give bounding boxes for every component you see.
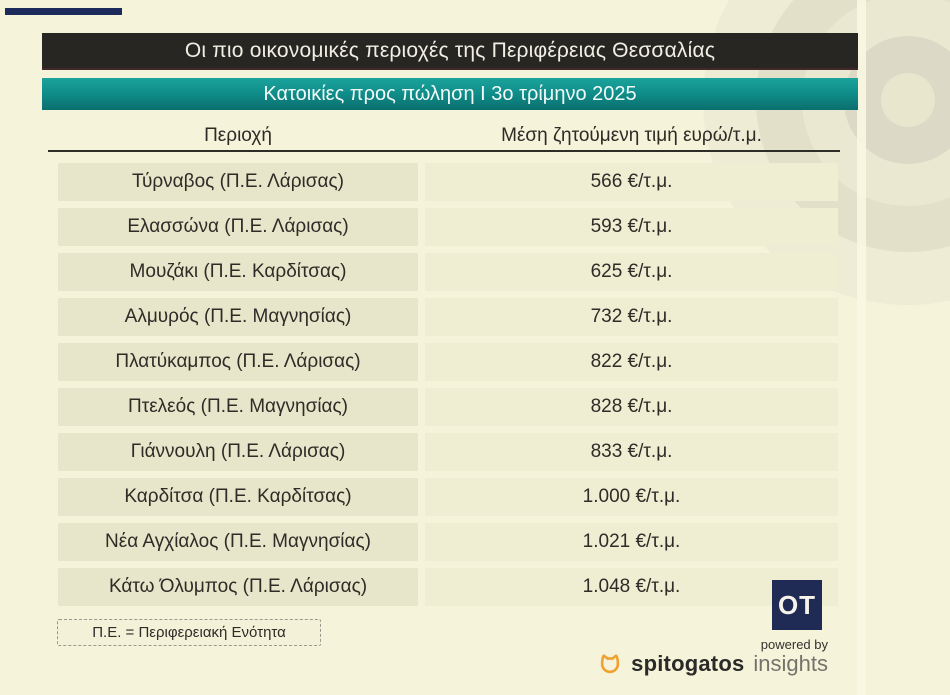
cat-icon: [600, 654, 620, 674]
table-row: Γιάννουλη (Π.Ε. Λάρισας) 833 €/τ.μ.: [58, 433, 838, 471]
spitogatos-insights-logo: spitogatos insights: [600, 651, 828, 677]
table-row: Ελασσώνα (Π.Ε. Λάρισας) 593 €/τ.μ.: [58, 208, 838, 246]
table-row: Μουζάκι (Π.Ε. Καρδίτσας) 625 €/τ.μ.: [58, 253, 838, 291]
table-row: Κάτω Όλυμπος (Π.Ε. Λάρισας) 1.048 €/τ.μ.: [58, 568, 838, 606]
ot-logo: OT: [772, 580, 822, 630]
table-row: Πλατύκαμπος (Π.Ε. Λάρισας) 822 €/τ.μ.: [58, 343, 838, 381]
area-cell: Αλμυρός (Π.Ε. Μαγνησίας): [58, 298, 418, 336]
price-cell: 828 €/τ.μ.: [425, 388, 838, 426]
price-cell: 1.000 €/τ.μ.: [425, 478, 838, 516]
area-cell: Κάτω Όλυμπος (Π.Ε. Λάρισας): [58, 568, 418, 606]
table-row: Νέα Αγχίαλος (Π.Ε. Μαγνησίας) 1.021 €/τ.…: [58, 523, 838, 561]
area-cell: Καρδίτσα (Π.Ε. Καρδίτσας): [58, 478, 418, 516]
price-cell: 566 €/τ.μ.: [425, 163, 838, 201]
table-row: Αλμυρός (Π.Ε. Μαγνησίας) 732 €/τ.μ.: [58, 298, 838, 336]
price-cell: 833 €/τ.μ.: [425, 433, 838, 471]
area-cell: Νέα Αγχίαλος (Π.Ε. Μαγνησίας): [58, 523, 418, 561]
price-cell: 822 €/τ.μ.: [425, 343, 838, 381]
top-accent-bar: [5, 8, 122, 15]
page-title: Οι πιο οικονομικές περιοχές της Περιφέρε…: [42, 33, 858, 70]
page-subtitle: Κατοικίες προς πώληση Ι 3ο τρίμηνο 2025: [42, 78, 858, 110]
footnote: Π.Ε. = Περιφερειακή Ενότητα: [57, 619, 321, 646]
area-cell: Ελασσώνα (Π.Ε. Λάρισας): [58, 208, 418, 246]
price-cell: 625 €/τ.μ.: [425, 253, 838, 291]
area-cell: Μουζάκι (Π.Ε. Καρδίτσας): [58, 253, 418, 291]
background-seam: [857, 0, 866, 695]
area-cell: Πλατύκαμπος (Π.Ε. Λάρισας): [58, 343, 418, 381]
price-cell: 732 €/τ.μ.: [425, 298, 838, 336]
area-cell: Πτελεός (Π.Ε. Μαγνησίας): [58, 388, 418, 426]
table-row: Πτελεός (Π.Ε. Μαγνησίας) 828 €/τ.μ.: [58, 388, 838, 426]
powered-by-label: powered by: [760, 637, 828, 652]
area-cell: Τύρναβος (Π.Ε. Λάρισας): [58, 163, 418, 201]
price-cell: 593 €/τ.μ.: [425, 208, 838, 246]
watermark-ring-core: [881, 73, 935, 127]
table-row: Καρδίτσα (Π.Ε. Καρδίτσας) 1.000 €/τ.μ.: [58, 478, 838, 516]
header-rule: [48, 150, 840, 152]
price-cell: 1.048 €/τ.μ.: [425, 568, 838, 606]
column-header-area: Περιοχή: [204, 125, 272, 146]
table-row: Τύρναβος (Π.Ε. Λάρισας) 566 €/τ.μ.: [58, 163, 838, 201]
area-cell: Γιάννουλη (Π.Ε. Λάρισας): [58, 433, 418, 471]
column-header-price: Μέση ζητούμενη τιμή ευρώ/τ.μ.: [501, 125, 762, 146]
brand-name-light: insights: [753, 651, 828, 676]
table-body: Τύρναβος (Π.Ε. Λάρισας) 566 €/τ.μ. Ελασσ…: [58, 163, 838, 613]
price-cell: 1.021 €/τ.μ.: [425, 523, 838, 561]
brand-name-bold: spitogatos: [631, 651, 745, 676]
